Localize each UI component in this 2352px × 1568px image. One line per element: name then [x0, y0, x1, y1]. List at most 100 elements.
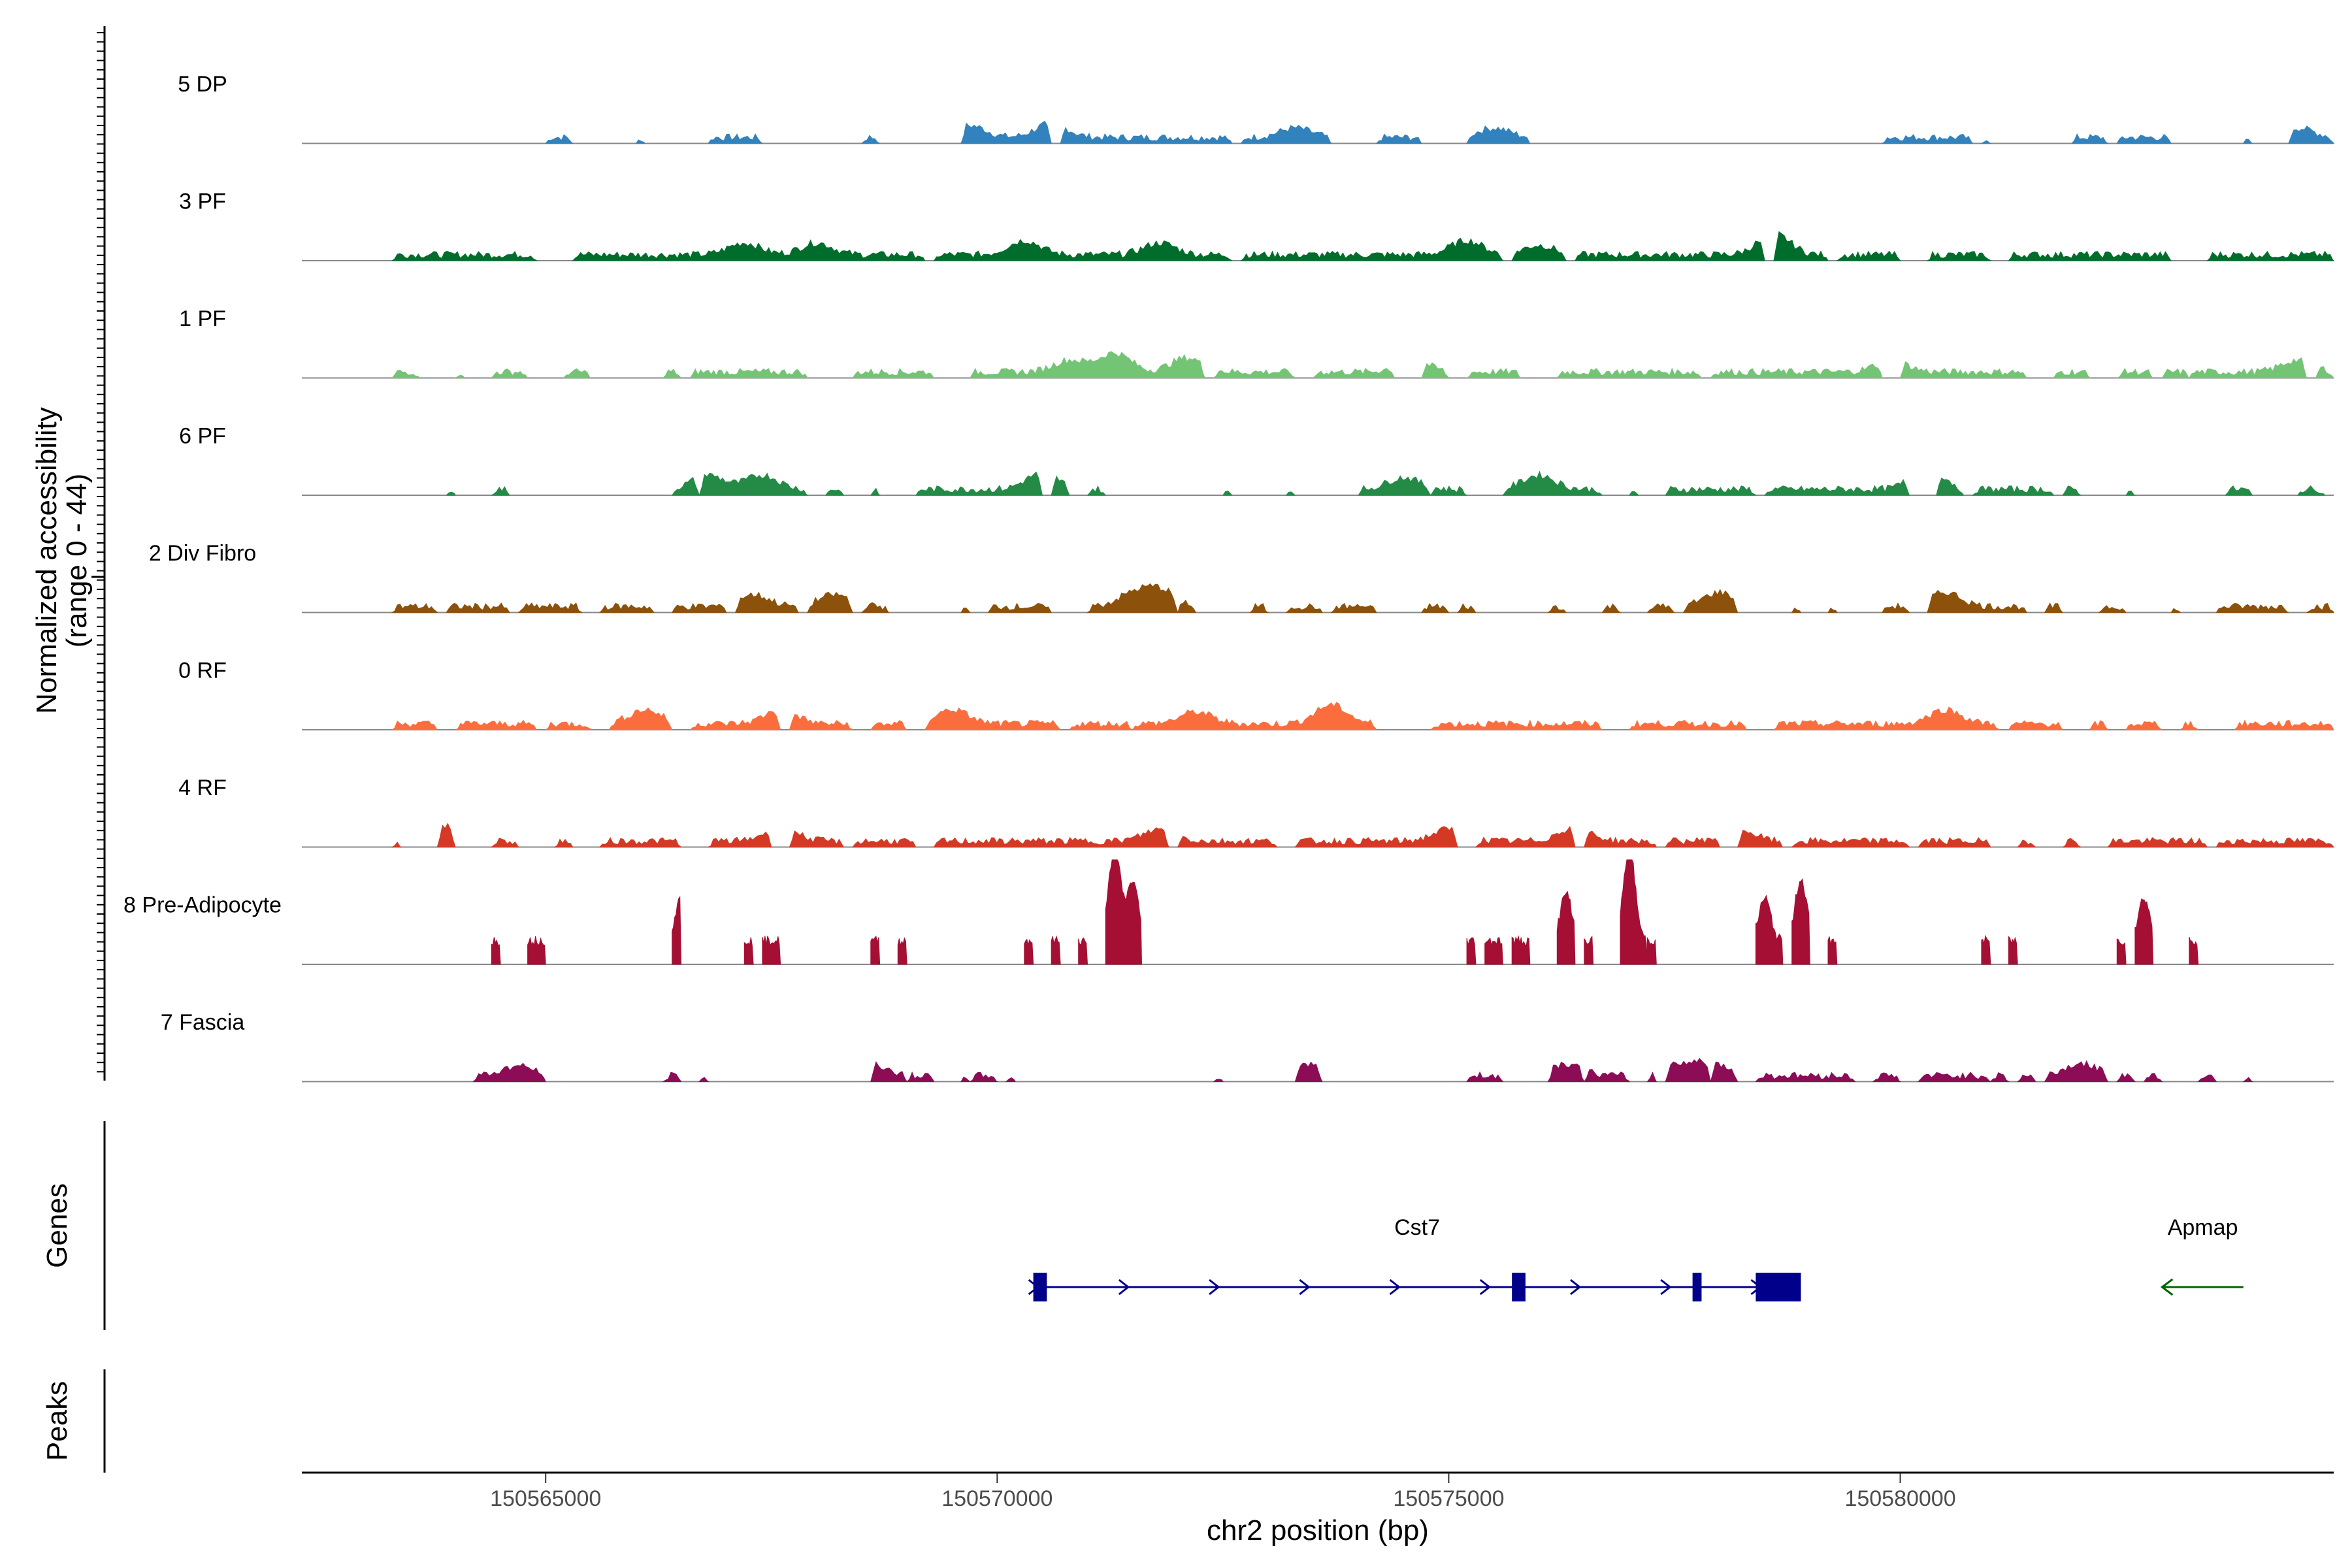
track-label: 3 PF — [179, 189, 226, 214]
track-5: 2 Div Fibro — [149, 541, 2334, 613]
coverage-region — [825, 489, 845, 496]
coverage-region — [1005, 1077, 1016, 1082]
coverage-region — [1584, 935, 1594, 965]
strand-arrow — [1299, 1279, 1311, 1296]
coverage-region — [1213, 1079, 1224, 1082]
coverage-region — [698, 1077, 710, 1082]
coverage-region — [1755, 894, 1784, 965]
coverage-region — [1556, 890, 1576, 965]
coverage-region — [1086, 583, 1179, 613]
coverage-region — [689, 368, 808, 378]
track-4: 6 PF — [179, 424, 2334, 496]
x-axis: 150565000 150570000 150575000 150580000 — [302, 1471, 2334, 1511]
coverage-region — [1575, 240, 1765, 261]
track-9: 7 Fascia — [161, 1010, 2334, 1083]
y-axis-title-line2: (range 0 - 44) — [61, 474, 93, 648]
coverage-region — [1791, 607, 1802, 613]
coverage-region — [2143, 1073, 2163, 1082]
coverage-region — [2062, 485, 2082, 496]
track-8: 8 Pre-Adipocyte — [123, 859, 2334, 965]
coverage-region — [1249, 602, 1269, 613]
coverage-region — [391, 369, 420, 378]
coverage-region — [635, 139, 646, 144]
coverage-region — [1583, 1069, 1630, 1082]
coverage-region — [2215, 837, 2335, 847]
coverage-region — [1105, 859, 1143, 965]
x-tick-label: 150565000 — [490, 1486, 601, 1511]
exon — [1756, 1273, 1801, 1301]
coverage-y-axis — [91, 26, 106, 1081]
peaks-panel-title: Peaks — [41, 1381, 73, 1461]
coverage-region — [1881, 133, 1974, 144]
coverage-region — [1222, 491, 1233, 496]
strand-arrow — [1479, 1279, 1492, 1296]
coverage-region — [2116, 134, 2172, 144]
strand-arrow — [1389, 1279, 1401, 1296]
coverage-region — [1556, 367, 1703, 378]
strand-arrow — [2160, 1278, 2174, 1296]
coverage-region — [1882, 602, 1910, 613]
coverage-region — [924, 707, 1062, 730]
coverage-region — [1312, 368, 1396, 378]
coverage-region — [1547, 1062, 1585, 1082]
coverage-region — [1601, 603, 1622, 613]
coverage-region — [1791, 837, 1910, 847]
coverage-region — [870, 487, 881, 496]
coverage-region — [1475, 826, 1576, 847]
track-7: 4 RF — [178, 776, 2335, 848]
coverage-region — [1755, 1071, 1856, 1082]
coverage-region — [1647, 936, 1657, 965]
track-label: 4 RF — [178, 776, 227, 800]
coverage-tracks: 5 DP 3 PF 1 PF 6 PF 2 Div Fibro 0 RF 4 RF 8 Pre… — [123, 72, 2335, 1083]
coverage-region — [1285, 603, 1323, 613]
coverage-region — [491, 937, 501, 965]
coverage-region — [1764, 479, 1910, 496]
coverage-region — [2107, 837, 2208, 847]
coverage-region — [1620, 859, 1648, 965]
coverage-region — [1971, 485, 2055, 496]
coverage-region — [807, 591, 853, 613]
x-tick-label: 150580000 — [1844, 1486, 1955, 1511]
coverage-region — [762, 936, 781, 965]
coverage-region — [1836, 250, 1901, 261]
track-label: 1 PF — [179, 306, 226, 331]
coverage-region — [1421, 362, 1450, 378]
coverage-region — [517, 602, 583, 613]
track-2: 3 PF — [179, 189, 2335, 261]
coverage-region — [2117, 367, 2154, 378]
coverage-region — [662, 368, 682, 378]
coverage-region — [1421, 602, 1450, 613]
coverage-region — [2170, 608, 2181, 613]
gene-cst7: Cst7 — [1028, 1215, 1801, 1301]
coverage-region — [1791, 878, 1810, 965]
coverage-region — [2189, 936, 2199, 965]
coverage-region — [1827, 936, 1838, 965]
coverage-region — [1484, 1074, 1504, 1082]
coverage-region — [987, 602, 1053, 613]
coverage-region — [2242, 139, 2254, 144]
coverage-region — [2044, 1060, 2109, 1082]
coverage-region — [1773, 231, 1829, 261]
coverage-region — [1051, 935, 1061, 965]
coverage-region — [1502, 470, 1603, 496]
coverage-region — [960, 608, 971, 613]
coverage-region — [391, 720, 438, 730]
coverage-region — [1772, 706, 2001, 730]
coverage-region — [2008, 936, 2018, 965]
coverage-region — [2116, 938, 2127, 965]
coverage-region — [789, 714, 854, 730]
coverage-region — [1547, 605, 1567, 613]
track-label: 0 RF — [178, 659, 227, 683]
coverage-region — [1465, 368, 1522, 378]
coverage-region — [1132, 702, 1377, 730]
coverage-region — [662, 1071, 682, 1082]
track-label: 5 DP — [178, 72, 227, 97]
y-axis-minor-ticks — [91, 32, 105, 1073]
coverage-region — [1584, 830, 1658, 847]
coverage-region — [1294, 826, 1458, 847]
coverage-region — [1330, 602, 1377, 613]
coverage-region — [1936, 478, 1965, 496]
coverage-region — [1918, 837, 1991, 847]
coverage-region — [2116, 1073, 2136, 1082]
